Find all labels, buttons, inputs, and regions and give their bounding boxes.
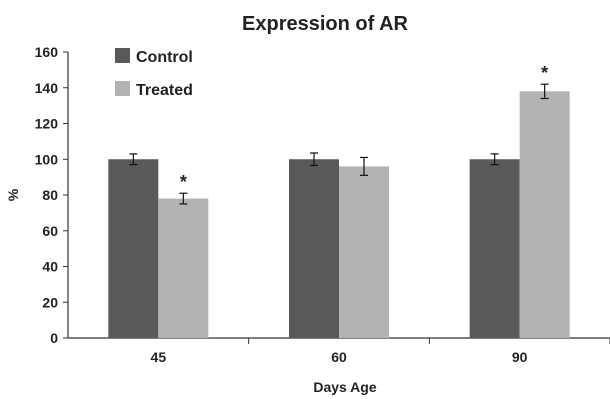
bars: ** <box>108 63 570 338</box>
significance-star: * <box>180 172 187 192</box>
legend: Control Treated <box>115 48 193 99</box>
x-tick-label: 60 <box>331 349 347 365</box>
y-tick-label: 140 <box>35 80 59 96</box>
bar-control-90 <box>469 159 520 338</box>
y-tick-label: 20 <box>42 294 58 310</box>
y-tick-label: 40 <box>42 259 58 275</box>
y-tick-label: 60 <box>42 223 58 239</box>
bar-control-45 <box>108 159 159 338</box>
x-tick-label: 45 <box>151 349 167 365</box>
y-tick-label: 80 <box>42 187 58 203</box>
bar-treated-60 <box>339 166 389 338</box>
bar-control-60 <box>289 159 339 338</box>
y-axis-label: % <box>5 188 21 201</box>
x-axis-label: Days Age <box>313 379 377 395</box>
axes: 0 20 40 60 80 100 120 140 160 45 60 90 <box>35 44 610 365</box>
bar-treated-45 <box>158 198 209 338</box>
legend-label-treated: Treated <box>136 82 193 99</box>
legend-swatch-treated <box>115 81 130 96</box>
bar-treated-90 <box>519 91 570 338</box>
x-tick-label: 90 <box>512 349 528 365</box>
y-tick-label: 100 <box>35 151 59 167</box>
chart-title: Expression of AR <box>242 13 409 35</box>
y-tick-label: 160 <box>35 44 59 60</box>
significance-star: * <box>541 63 548 83</box>
legend-swatch-control <box>115 48 130 63</box>
y-tick-label: 120 <box>35 116 59 132</box>
legend-label-control: Control <box>136 49 193 66</box>
y-tick-label: 0 <box>50 330 58 346</box>
